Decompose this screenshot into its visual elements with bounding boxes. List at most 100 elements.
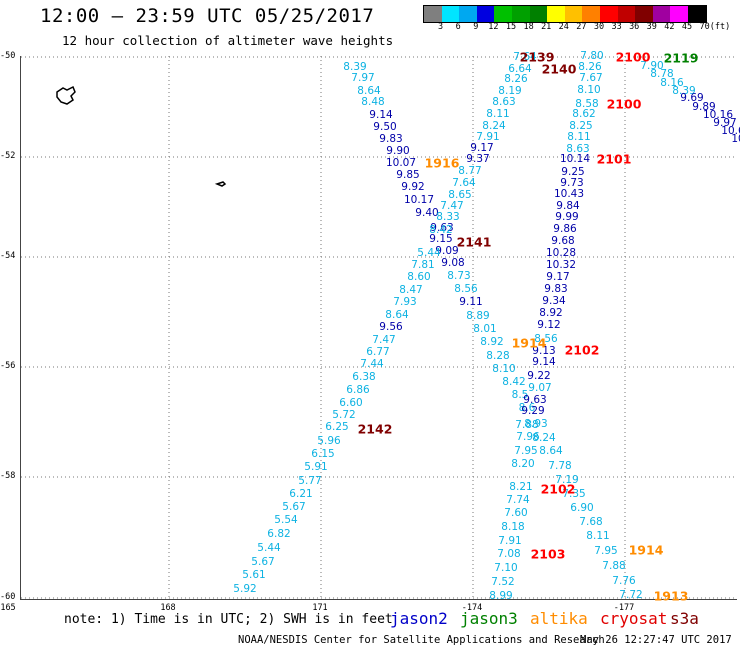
wave-height-value: 9.08 <box>441 257 465 269</box>
footer-note: note: 1) Time is in UTC; 2) SWH is in fe… <box>64 612 393 627</box>
latitude-label: -56 <box>0 361 16 371</box>
wave-height-value: 6.86 <box>346 384 370 396</box>
pass-time-label: 2102 <box>564 342 600 358</box>
wave-height-value: 8.64 <box>385 309 409 321</box>
legend-swatch <box>652 6 671 22</box>
wave-height-value: 8.89 <box>466 310 490 322</box>
legend-swatch <box>687 6 706 22</box>
wave-height-value: 9.83 <box>544 283 568 295</box>
latitude-label: -54 <box>0 251 16 261</box>
legend-tick-label: 70 <box>699 22 710 32</box>
legend-tick-label: 24 <box>558 22 569 32</box>
wave-height-value: 9.68 <box>551 235 575 247</box>
wave-height-value: 5.67 <box>251 556 275 568</box>
wave-height-value: 5.44 <box>417 247 441 259</box>
wave-height-value: 9.34 <box>542 295 566 307</box>
wave-height-value: 8.28 <box>486 350 510 362</box>
legend-tick-label: 9 <box>473 22 479 32</box>
legend-tick-label: 21 <box>541 22 552 32</box>
satellite-legend-item: jason2 <box>390 609 448 628</box>
wave-height-value: 6.64 <box>508 63 532 75</box>
wave-height-value: 8.11 <box>586 530 610 542</box>
wave-height-value: 5.77 <box>298 475 322 487</box>
legend-swatch <box>670 6 688 22</box>
legend-tick-label: 30 <box>593 22 605 32</box>
wave-height-value: 7.96 <box>516 431 540 443</box>
wave-height-value: 8.24 <box>532 432 556 444</box>
page-subtitle: 12 hour collection of altimeter wave hei… <box>62 33 394 48</box>
wave-height-value: 5.54 <box>274 514 298 526</box>
legend-tick-label: 12 <box>488 22 499 32</box>
color-scale-legend <box>423 5 707 23</box>
satellite-legend-item: altika <box>530 609 588 628</box>
wave-height-value: 8.20 <box>511 458 535 470</box>
wave-height-value: 7.64 <box>452 177 476 189</box>
wave-height-value: 5.61 <box>242 569 266 581</box>
wave-height-value: 7.93 <box>393 296 417 308</box>
wave-height-value: 10.17 <box>403 194 435 206</box>
wave-height-value: 9.37 <box>466 153 490 165</box>
pass-time-label: 1914 <box>628 542 664 558</box>
wave-height-value: 7.08 <box>497 548 521 560</box>
wave-height-value: 8.78 <box>650 68 674 80</box>
longitude-label: 168 <box>160 603 176 613</box>
legend-tick-label: 33 <box>611 22 622 32</box>
wave-height-value: 8.56 <box>454 283 478 295</box>
legend-tick-label: 18 <box>523 22 534 32</box>
wave-height-value: 8.16 <box>660 77 684 89</box>
wave-height-value: 8.11 <box>486 108 510 120</box>
wave-height-value: 9.25 <box>561 166 585 178</box>
legend-tick-label: 45 <box>681 22 693 32</box>
wave-height-value: 8.56 <box>534 333 558 345</box>
wave-height-value: 7.95 <box>514 445 538 457</box>
footer-timestamp: May 26 12:27:47 UTC 2017 <box>580 634 732 646</box>
wave-height-value: 8.60 <box>407 271 431 283</box>
pass-time-label: 1914 <box>511 335 547 351</box>
wave-height-value: 8.63 <box>492 96 516 108</box>
wave-height-value: 7.60 <box>504 507 528 519</box>
wave-height-value: 9.73 <box>560 177 584 189</box>
wave-height-value: 9.99 <box>555 211 579 223</box>
wave-height-value: 9.14 <box>369 109 393 121</box>
wave-height-value: 7.78 <box>548 460 572 472</box>
pass-time-label: 2100 <box>606 96 642 112</box>
wave-height-value: 7.88 <box>515 419 539 431</box>
wave-height-value: 8.39 <box>343 61 367 73</box>
wave-height-value: 6.21 <box>289 488 313 500</box>
wave-height-value: 8.77 <box>458 165 482 177</box>
pass-time-label: 2100 <box>615 49 651 65</box>
wave-height-value: 8.93 <box>524 418 548 430</box>
latitude-label: -52 <box>0 151 16 161</box>
legend-swatch <box>529 6 548 22</box>
legend-swatch <box>424 6 442 22</box>
wave-height-value: 9.84 <box>556 200 580 212</box>
wave-height-value: 8.47 <box>399 284 423 296</box>
pass-time-label: 2103 <box>530 546 566 562</box>
legend-unit-label: (ft) <box>709 22 731 32</box>
wave-height-value: 8.5 <box>511 389 529 401</box>
satellite-legend-item: jason3 <box>460 609 518 628</box>
legend-swatch <box>599 6 618 22</box>
satellite-legend-item: s3a <box>670 609 699 628</box>
pass-time-label: 2102 <box>540 481 576 497</box>
legend-swatch <box>547 6 565 22</box>
wave-height-value: 6.90 <box>570 502 594 514</box>
wave-height-value: 6.38 <box>352 371 376 383</box>
legend-swatch <box>582 6 600 22</box>
wave-height-value: 7.90 <box>640 60 664 72</box>
wave-height-value: 8.24 <box>482 120 506 132</box>
legend-tick-label: 3 <box>438 22 444 32</box>
wave-height-value: 9.07 <box>528 382 552 394</box>
wave-height-value: 8.64 <box>357 85 381 97</box>
wave-height-value: 7.67 <box>579 72 603 84</box>
longitude-label: 171 <box>312 603 328 613</box>
wave-height-value: 9.11 <box>459 296 483 308</box>
pass-time-label: 2140 <box>541 61 577 77</box>
pass-time-label: 1913 <box>653 588 689 604</box>
wave-height-value: 6.25 <box>325 421 349 433</box>
legend-swatch <box>635 6 653 22</box>
wave-height-value: 5.92 <box>233 583 257 595</box>
wave-height-value: 8.39 <box>672 85 696 97</box>
legend-tick-label: 27 <box>576 22 587 32</box>
legend-swatch <box>511 6 530 22</box>
